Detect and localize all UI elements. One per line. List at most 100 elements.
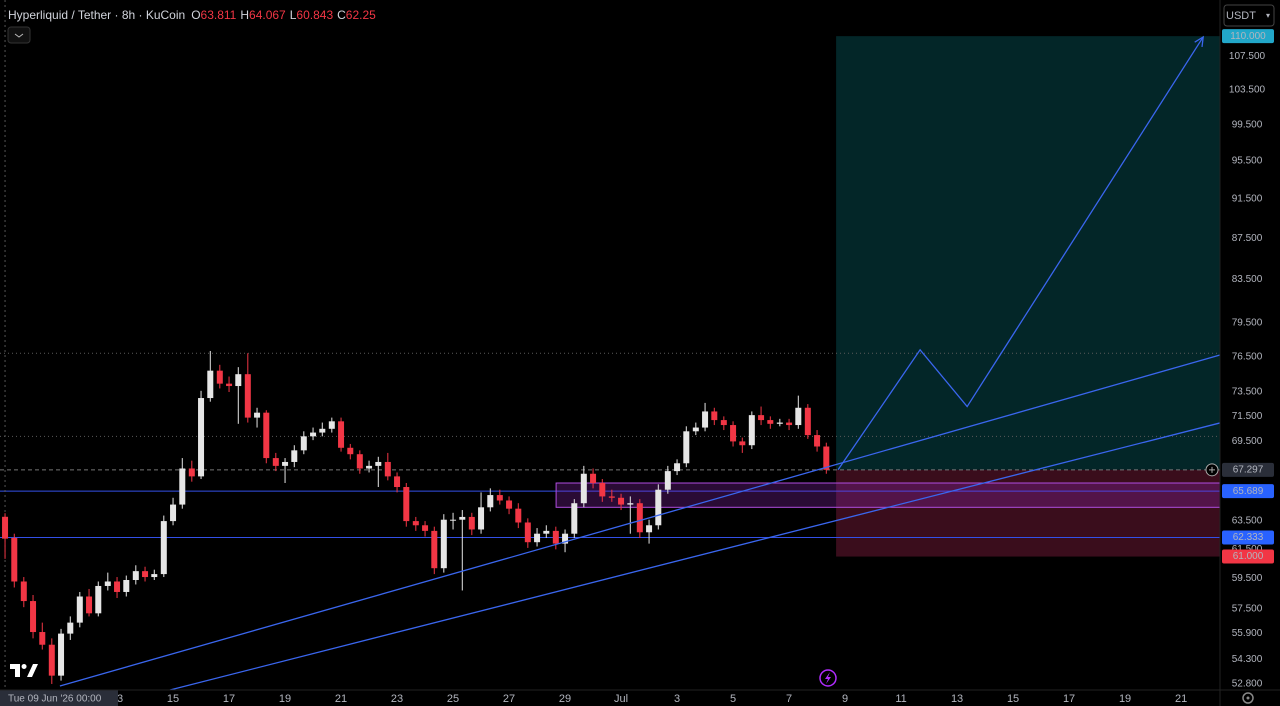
ohlc-value: 62.25	[346, 8, 376, 22]
lightning-icon[interactable]	[819, 669, 837, 687]
candle-body	[226, 383, 233, 387]
price-label: 61.000	[1233, 551, 1264, 562]
y-tick-label: 76.500	[1232, 351, 1263, 362]
projection-path	[837, 36, 1204, 471]
candle-body	[20, 581, 27, 602]
candle-body	[67, 622, 74, 634]
x-tick-label: 11	[895, 693, 906, 705]
candle-body	[608, 496, 615, 498]
candle-body	[702, 411, 709, 428]
y-tick-label: 107.500	[1229, 51, 1266, 62]
price-label-box	[1222, 530, 1274, 545]
candle-body	[282, 461, 289, 466]
candle-body	[776, 422, 783, 424]
y-tick-label: 95.500	[1232, 156, 1263, 167]
x-tick-label: 29	[559, 693, 571, 705]
candle-body	[310, 432, 317, 437]
candle-body	[711, 411, 718, 421]
tradingview-logo	[10, 664, 38, 677]
price-label: 110.000	[1230, 31, 1266, 42]
candle-body	[142, 571, 149, 578]
candle-body	[431, 530, 438, 569]
chart-title: Hyperliquid / Tether · 8h · KuCoin	[8, 8, 185, 22]
candle-body	[375, 461, 382, 466]
candle-body	[394, 476, 401, 488]
y-tick-label: 73.500	[1232, 387, 1263, 398]
candle-body	[160, 521, 167, 575]
candle-body	[300, 436, 307, 451]
chevron-icon	[14, 33, 24, 38]
candle-body	[823, 446, 830, 470]
candle-body	[618, 497, 625, 505]
candle-body	[179, 468, 186, 505]
candle-body	[356, 454, 363, 469]
candle-body	[328, 421, 335, 429]
mid-layer	[2, 350, 1221, 684]
candle-body	[207, 370, 214, 399]
x-tick-label: 17	[223, 693, 235, 705]
candle-body	[692, 427, 699, 432]
y-tick-label: 55.900	[1232, 628, 1263, 639]
candle-body	[132, 571, 139, 581]
candle-body	[478, 507, 485, 530]
x-tick-label: 17	[1063, 693, 1075, 705]
ohlc-value: 60.843	[296, 8, 333, 22]
candle-body	[590, 473, 597, 484]
candle-body	[562, 533, 569, 544]
y-tick-label: 59.500	[1232, 573, 1263, 584]
candle-body	[767, 420, 774, 424]
currency-label: USDT	[1226, 10, 1256, 22]
candle-body	[170, 504, 177, 522]
candle-body	[440, 519, 447, 569]
candle-body	[627, 503, 634, 505]
collapse-button[interactable]	[7, 26, 31, 44]
candle-body	[235, 374, 242, 387]
candle-body	[636, 503, 643, 533]
x-tick-label: 9	[842, 693, 848, 705]
y-tick-label: 91.500	[1232, 193, 1263, 204]
price-label-box	[1222, 484, 1274, 499]
price-label-box	[1222, 549, 1274, 564]
candle-body	[272, 458, 279, 466]
x-tick-label: 25	[447, 693, 459, 705]
candle-body	[76, 596, 83, 623]
candle-body	[244, 374, 251, 418]
candle-body	[39, 632, 46, 645]
candle-body	[338, 421, 345, 448]
candle-body	[468, 516, 475, 530]
x-tick-label: 15	[1007, 693, 1019, 705]
ohlc-value: 64.067	[249, 8, 286, 22]
price-label-box	[1222, 462, 1274, 477]
y-tick-label: 103.500	[1229, 85, 1266, 96]
ohlc-name: L	[290, 8, 297, 22]
candle-body	[655, 489, 662, 526]
candle-body	[664, 471, 671, 490]
candle-body	[216, 370, 223, 384]
x-tick-label: 13	[951, 693, 963, 705]
y-tick-label: 99.500	[1232, 119, 1263, 130]
candle-body	[795, 407, 802, 426]
candle-body	[114, 581, 121, 592]
y-tick-label: 57.500	[1232, 603, 1263, 614]
candle-body	[86, 596, 93, 614]
crosshair-label-box	[0, 690, 118, 706]
candle-body	[263, 412, 270, 459]
y-tick-label: 87.500	[1232, 233, 1263, 244]
ohlc-name: O	[191, 8, 200, 22]
settings-icon[interactable]	[1242, 692, 1254, 704]
currency-button[interactable]	[1223, 4, 1275, 27]
x-tick-label: 19	[1119, 693, 1131, 705]
candle-body	[646, 525, 653, 533]
candle-body	[748, 415, 755, 446]
candle-body	[599, 483, 606, 497]
plus-icon	[1209, 466, 1215, 473]
ohlc-name: H	[240, 8, 249, 22]
x-tick-label: 27	[503, 693, 515, 705]
trendline	[169, 422, 1221, 691]
loss-zone	[836, 469, 1220, 557]
candle-body	[188, 468, 195, 477]
x-tick-label: 5	[730, 693, 736, 705]
x-tick-label: 19	[279, 693, 291, 705]
candle-body	[30, 601, 37, 633]
